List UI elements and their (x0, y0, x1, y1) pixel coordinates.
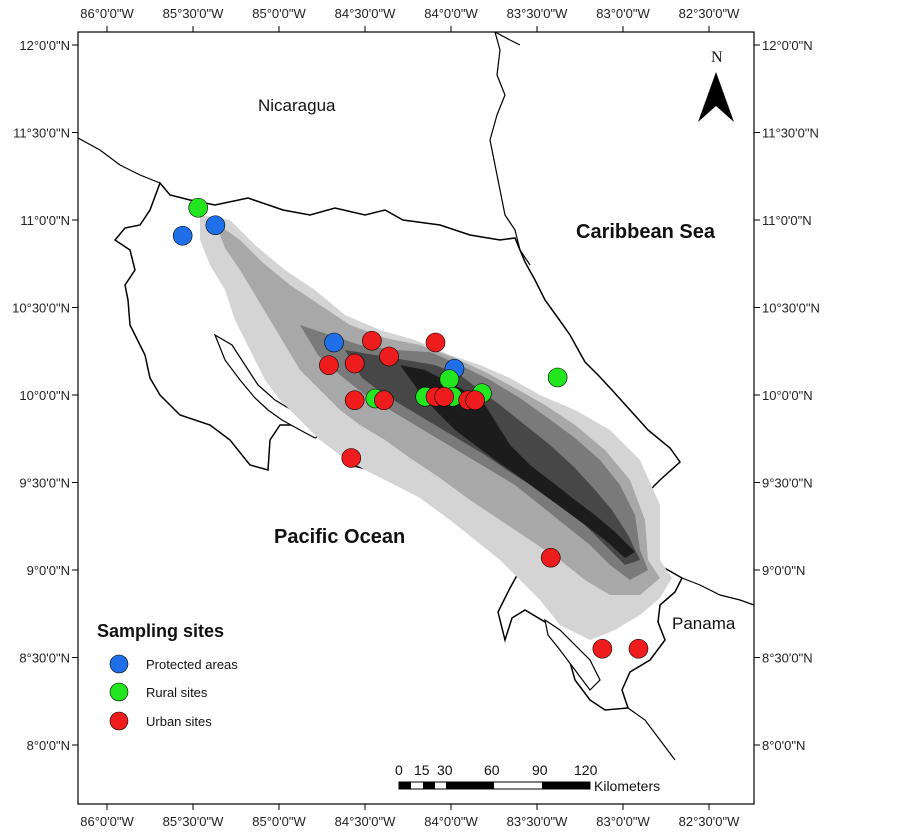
scale-tick-60: 60 (484, 762, 500, 778)
lat-label-left: 8°30'0"N (19, 651, 70, 666)
graticule-ticks (72, 26, 760, 810)
legend-title: Sampling sites (97, 621, 224, 641)
lon-label-top: 86°0'0"W (80, 6, 134, 21)
legend-swatch-protected (109, 654, 129, 674)
legend-label-rural: Rural sites (146, 685, 208, 700)
lat-label-right: 12°0'0"N (762, 38, 813, 53)
lon-label-top: 85°30'0"W (163, 6, 224, 21)
scale-seg-4 (542, 782, 590, 789)
lon-label-top: 83°0'0"W (596, 6, 650, 21)
site-marker-urban (341, 448, 362, 468)
scale-tick-30: 30 (437, 762, 453, 778)
lon-label-top: 84°30'0"W (335, 6, 396, 21)
site-marker-urban (592, 638, 613, 659)
lat-label-right: 10°0'0"N (762, 388, 813, 403)
site-marker-rural (188, 197, 208, 218)
lat-label-left: 10°30'0"N (12, 301, 70, 316)
scale-unit: Kilometers (594, 778, 660, 794)
lake-nicaragua (494, 31, 521, 46)
lat-label-left: 11°0'0"N (20, 213, 70, 228)
caribbean-coastline-north (489, 31, 531, 266)
lon-label-top: 84°0'0"W (424, 6, 478, 21)
sampling-sites (172, 197, 649, 659)
lat-label-left: 9°0'0"N (27, 563, 70, 578)
panama-coastline (681, 577, 755, 606)
site-marker-urban (344, 353, 365, 374)
legend-label-urban: Urban sites (146, 714, 212, 729)
bottom-longitude-labels: 86°0'0"W 85°30'0"W 85°0'0"W 84°30'0"W 84°0'0… (80, 814, 740, 829)
lon-label-bottom: 85°30'0"W (163, 814, 224, 829)
lon-label-bottom: 84°0'0"W (424, 814, 478, 829)
lat-label-right: 9°0'0"N (762, 563, 805, 578)
site-marker-urban (319, 355, 339, 376)
north-arrow-label: N (711, 49, 723, 66)
legend-label-protected: Protected areas (146, 657, 238, 672)
lat-label-left: 12°0'0"N (19, 38, 70, 53)
lat-label-right: 8°30'0"N (762, 651, 813, 666)
lon-label-bottom: 82°30'0"W (679, 814, 740, 829)
panama-coast-south (627, 707, 676, 761)
golfo-dulce (544, 618, 601, 691)
lat-label-right: 11°0'0"N (762, 213, 812, 228)
nicaragua-coastline (77, 137, 161, 184)
scale-seg-3 (446, 782, 494, 789)
label-panama: Panama (672, 614, 736, 633)
scale-tick-15: 15 (414, 762, 430, 778)
scale-seg-2 (423, 782, 435, 789)
right-latitude-labels: 12°0'0"N 11°30'0"N 11°0'0"N 10°30'0"N 10°0'0… (762, 38, 820, 753)
lat-label-right: 8°0'0"N (762, 738, 805, 753)
legend-swatch-rural (109, 682, 129, 702)
lat-label-left: 10°0'0"N (19, 388, 70, 403)
site-marker-urban (540, 547, 561, 568)
legend-swatch-urban (109, 711, 129, 731)
lon-label-bottom: 85°0'0"W (252, 814, 306, 829)
label-caribbean-sea: Caribbean Sea (576, 221, 716, 243)
scale-bar: 0 15 30 60 90 120 Kilometers (395, 762, 660, 794)
elevation-band-5 (400, 365, 635, 558)
site-marker-protected (205, 215, 226, 236)
scale-seg-1 (399, 782, 411, 789)
north-arrow-icon (698, 72, 734, 122)
scale-tick-120: 120 (574, 762, 598, 778)
scale-tick-0: 0 (395, 762, 403, 778)
scale-tick-90: 90 (532, 762, 548, 778)
site-marker-protected (324, 332, 344, 353)
site-marker-urban (628, 638, 649, 659)
left-latitude-labels: 12°0'0"N 11°30'0"N 11°0'0"N 10°30'0"N 10°0'0… (12, 38, 70, 753)
lat-label-left: 8°0'0"N (27, 738, 70, 753)
label-pacific-ocean: Pacific Ocean (274, 526, 405, 548)
lon-label-bottom: 84°30'0"W (335, 814, 396, 829)
site-marker-urban (379, 346, 399, 367)
lon-label-bottom: 86°0'0"W (80, 814, 134, 829)
site-marker-urban (425, 332, 446, 353)
lon-label-bottom: 83°30'0"W (507, 814, 568, 829)
site-marker-protected (172, 225, 193, 246)
site-marker-urban (434, 386, 454, 407)
lon-label-top: 85°0'0"W (252, 6, 306, 21)
lon-label-top: 82°30'0"W (679, 6, 740, 21)
lon-label-top: 83°30'0"W (507, 6, 568, 21)
site-marker-urban (374, 390, 394, 411)
lat-label-right: 11°30'0"N (762, 126, 819, 141)
site-marker-urban (362, 330, 382, 351)
top-longitude-labels: 86°0'0"W 85°30'0"W 85°0'0"W 84°30'0"W 84°0'0… (80, 6, 740, 21)
label-nicaragua: Nicaragua (258, 96, 336, 115)
site-marker-urban (344, 390, 365, 411)
north-arrow: N (698, 49, 734, 122)
legend: Sampling sites Protected areas Rural sit… (97, 621, 238, 731)
site-marker-rural (547, 367, 568, 388)
lat-label-right: 10°30'0"N (762, 301, 820, 316)
lon-label-bottom: 83°0'0"W (596, 814, 650, 829)
site-marker-rural (439, 369, 460, 390)
site-marker-urban (465, 390, 485, 411)
lat-label-left: 11°30'0"N (13, 126, 70, 141)
lat-label-right: 9°30'0"N (762, 476, 813, 491)
lat-label-left: 9°30'0"N (19, 476, 70, 491)
